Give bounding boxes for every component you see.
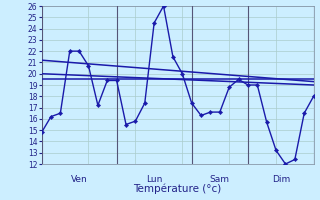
Text: Sam: Sam bbox=[210, 175, 230, 184]
Text: Lun: Lun bbox=[146, 175, 162, 184]
Text: Dim: Dim bbox=[272, 175, 290, 184]
Text: Ven: Ven bbox=[71, 175, 87, 184]
X-axis label: Température (°c): Température (°c) bbox=[133, 183, 222, 194]
